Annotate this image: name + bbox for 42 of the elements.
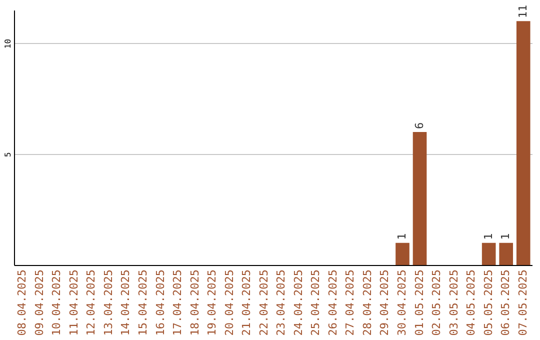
x-tick-label: 04.05.2025 [464, 270, 478, 336]
x-tick-label: 20.04.2025 [222, 270, 236, 336]
x-tick-label: 17.04.2025 [171, 270, 184, 336]
x-tick-label: 03.05.2025 [447, 270, 460, 336]
x-tick-label: 26.04.2025 [326, 270, 340, 336]
data-label: 1 [482, 233, 495, 240]
data-label: 1 [499, 233, 512, 240]
x-tick-label: 19.04.2025 [206, 270, 219, 336]
x-tick-label: 02.05.2025 [430, 270, 444, 336]
x-tick-label: 05.05.2025 [482, 270, 495, 336]
x-tick-label: 12.04.2025 [84, 270, 98, 336]
x-tick-label: 15.04.2025 [136, 270, 150, 336]
x-tick-label: 13.04.2025 [102, 270, 115, 336]
data-label: 11 [516, 4, 530, 18]
x-tick-label: 06.05.2025 [499, 270, 512, 336]
x-tick-label: 25.04.2025 [309, 270, 322, 336]
x-tick-label: 30.04.2025 [396, 270, 408, 336]
x-tick-label: 08.04.2025 [16, 270, 29, 336]
bar [412, 132, 427, 265]
x-tick-label: 01.05.2025 [412, 270, 426, 336]
data-label: 6 [412, 122, 426, 129]
x-tick-label: 16.04.2025 [154, 270, 167, 336]
bar [499, 242, 514, 265]
y-tick-label: 10 [4, 38, 12, 49]
x-tick-label: 21.04.2025 [240, 270, 254, 336]
x-tick-label: 11.04.2025 [67, 270, 80, 336]
x-tick-label: 14.04.2025 [119, 270, 132, 336]
x-tick-label: 22.04.2025 [257, 270, 270, 336]
x-tick-label: 10.04.2025 [50, 270, 64, 336]
x-tick-label: 29.04.2025 [378, 270, 392, 336]
x-tick-label: 24.04.2025 [292, 270, 305, 336]
data-label: 1 [396, 233, 408, 240]
x-tick-label: 28.04.2025 [360, 270, 374, 336]
bar [516, 21, 530, 265]
x-tick-label: 07.05.2025 [516, 270, 530, 336]
x-tick-label: 27.04.2025 [344, 270, 357, 336]
y-tick-label: 5 [4, 152, 12, 158]
bar [482, 242, 496, 265]
x-tick-label: 09.04.2025 [32, 270, 46, 336]
x-tick-label: 23.04.2025 [274, 270, 288, 336]
x-tick-label: 18.04.2025 [188, 270, 202, 336]
bar [396, 242, 410, 265]
